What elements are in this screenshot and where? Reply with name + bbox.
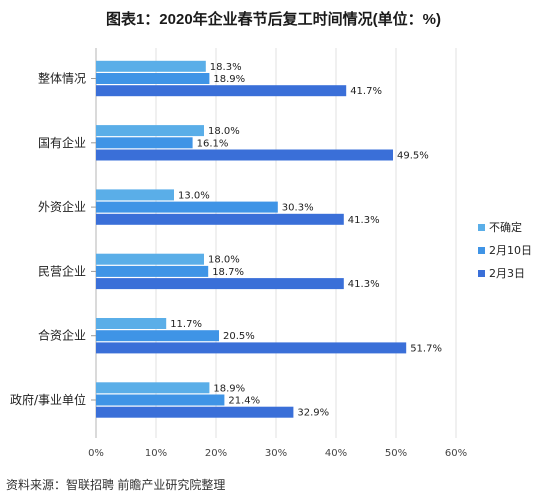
category-label: 民营企业 [38, 263, 86, 278]
data-label: 18.3% [210, 62, 242, 73]
bar [96, 201, 278, 213]
data-label: 49.5% [397, 151, 429, 162]
data-label: 11.7% [170, 319, 202, 330]
legend-label: 2月10日 [489, 244, 532, 257]
data-label: 51.7% [410, 343, 442, 354]
legend-label: 不确定 [489, 220, 522, 234]
x-tick-label: 40% [325, 448, 347, 459]
category-label: 外资企业 [38, 199, 86, 214]
legend-label: 2月3日 [489, 267, 525, 280]
bar [96, 189, 174, 201]
bar [96, 278, 344, 290]
x-tick-label: 30% [265, 448, 287, 459]
x-tick-label: 50% [385, 448, 407, 459]
bar [96, 318, 167, 329]
bar [96, 60, 206, 72]
category-label: 合资企业 [38, 328, 86, 343]
data-label: 41.3% [348, 279, 380, 290]
bar [96, 213, 344, 225]
bar [96, 253, 204, 265]
category-label: 国有企业 [38, 135, 86, 150]
bar [96, 382, 210, 394]
data-label: 18.9% [213, 383, 245, 394]
data-label: 18.0% [208, 126, 240, 137]
bar [96, 73, 210, 84]
bar [96, 406, 294, 418]
legend-swatch [478, 247, 485, 254]
bar [96, 394, 225, 406]
data-label: 18.7% [212, 267, 244, 278]
data-label: 20.5% [223, 331, 255, 342]
x-tick-label: 0% [88, 448, 104, 459]
bar [96, 137, 193, 149]
data-label: 21.4% [228, 396, 260, 407]
bar [96, 85, 347, 97]
bar [96, 125, 204, 137]
data-label: 32.9% [297, 408, 329, 419]
bar [96, 330, 219, 342]
bar [96, 342, 407, 354]
data-label: 41.7% [350, 86, 382, 97]
category-label: 整体情况 [38, 71, 86, 86]
bar [96, 149, 393, 161]
x-tick-label: 10% [145, 448, 167, 459]
legend-swatch [478, 270, 485, 277]
data-label: 16.1% [197, 138, 229, 149]
bar [96, 265, 209, 277]
source-note: 资料来源：智联招聘 前瞻产业研究院整理 [6, 478, 226, 492]
data-label: 41.3% [348, 215, 380, 226]
x-tick-label: 20% [205, 448, 227, 459]
chart-title: 图表1：2020年企业春节后复工时间情况(单位：%) [105, 11, 442, 28]
data-label: 30.3% [282, 203, 314, 214]
legend-swatch [478, 224, 485, 231]
data-label: 18.0% [208, 255, 240, 266]
data-label: 18.9% [213, 74, 245, 85]
x-tick-label: 60% [445, 448, 467, 459]
category-label: 政府/事业单位 [10, 392, 86, 407]
data-label: 13.0% [178, 190, 210, 201]
